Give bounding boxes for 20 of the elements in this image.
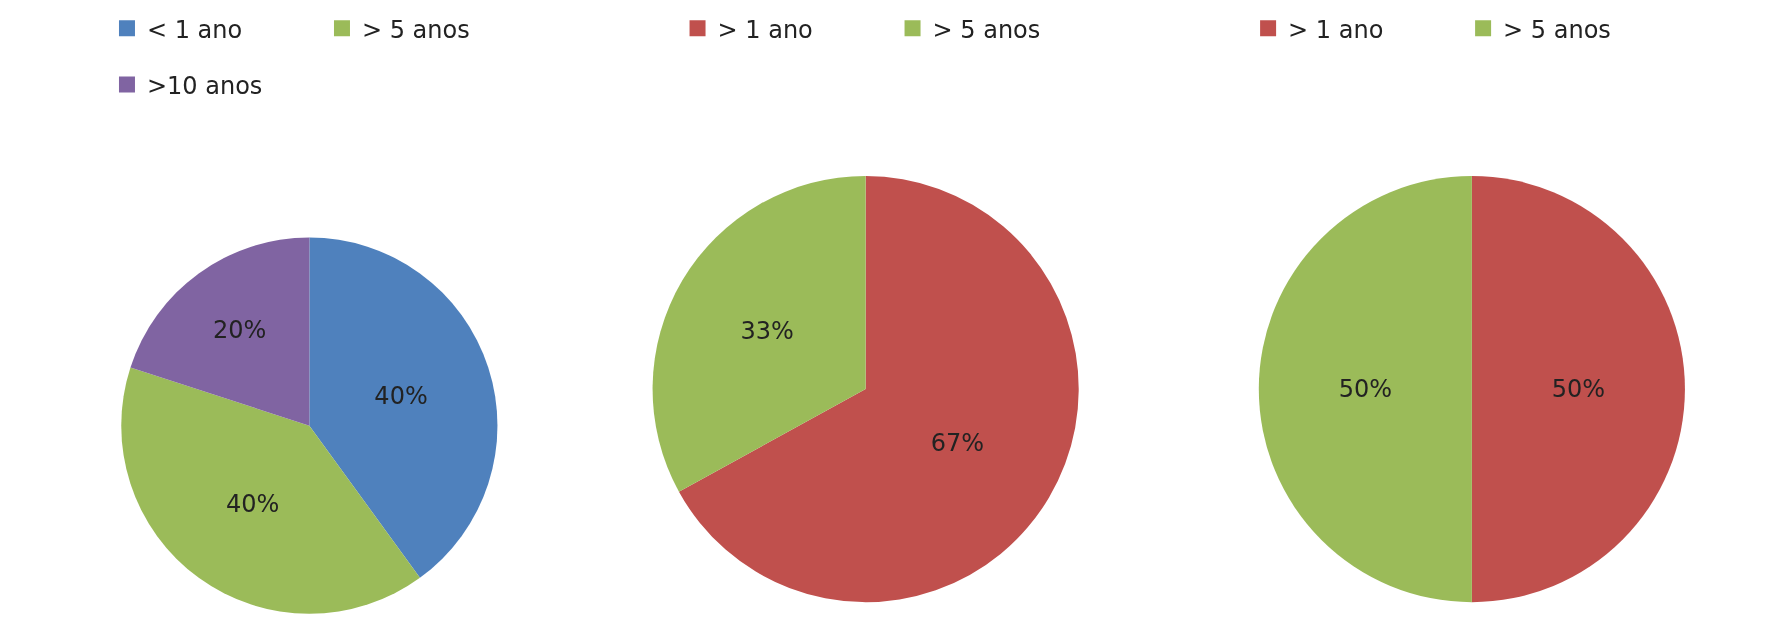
legend-label: >10 anos bbox=[146, 71, 263, 100]
pie-slice bbox=[652, 175, 866, 492]
legend-label: > 1 ano bbox=[1288, 15, 1384, 44]
legend-label: > 5 anos bbox=[361, 15, 470, 44]
pie-slice bbox=[1471, 175, 1685, 603]
data-label: 67% bbox=[930, 429, 985, 458]
data-label: 50% bbox=[1551, 375, 1606, 404]
data-label: 33% bbox=[740, 316, 794, 345]
legend-label: < 1 ano bbox=[146, 15, 243, 44]
legend-label: > 5 anos bbox=[932, 15, 1041, 44]
legend-label: > 5 anos bbox=[1503, 15, 1611, 44]
pie-slice bbox=[309, 237, 498, 578]
pie-slice bbox=[1259, 175, 1472, 603]
data-label: 40% bbox=[226, 489, 280, 518]
legend-label: > 1 ano bbox=[717, 15, 813, 44]
data-label: 20% bbox=[213, 315, 267, 344]
data-label: 40% bbox=[374, 381, 428, 410]
pie-slice bbox=[130, 237, 310, 426]
pie-slice bbox=[678, 175, 1079, 602]
data-label: 50% bbox=[1338, 375, 1392, 404]
